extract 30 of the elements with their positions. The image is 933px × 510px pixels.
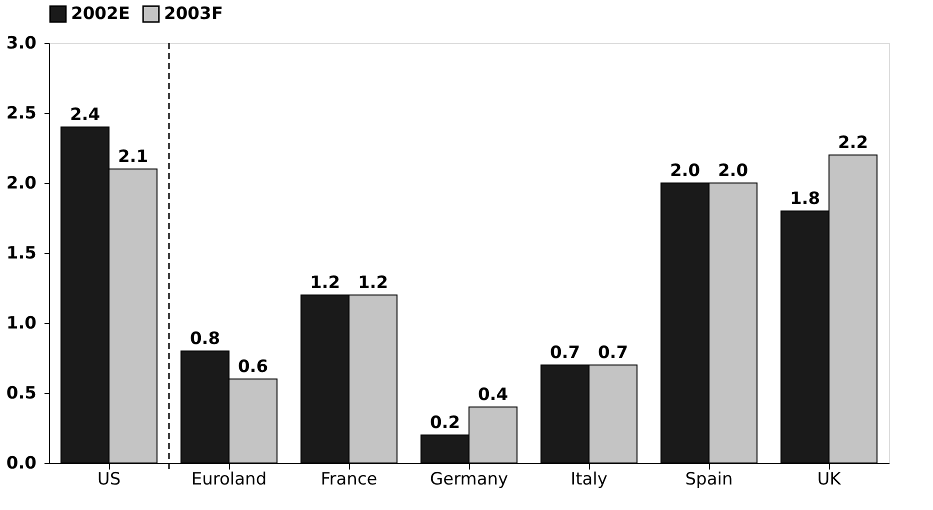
data-label: 1.8 (790, 189, 820, 209)
x-tick-label: Euroland (191, 470, 267, 490)
data-label: 2.1 (118, 147, 148, 167)
y-tick-label: 0.5 (6, 384, 36, 404)
data-label: 0.7 (550, 343, 580, 363)
data-label: 0.2 (430, 413, 460, 433)
y-tick-label: 2.0 (6, 174, 37, 194)
y-tick-label: 0.0 (6, 454, 37, 474)
data-label: 2.0 (718, 161, 748, 181)
x-tick-label: Spain (685, 470, 733, 490)
data-label: 0.7 (598, 343, 628, 363)
data-label: 1.2 (310, 273, 340, 293)
data-label: 0.8 (190, 329, 220, 349)
data-label: 2.2 (838, 133, 868, 153)
legend-label: 2002E (71, 4, 130, 24)
y-tick-label: 3.0 (6, 34, 37, 54)
data-label: 0.4 (478, 385, 508, 405)
x-tick-label: UK (817, 470, 842, 490)
data-label: 2.4 (70, 105, 100, 125)
y-tick-label: 2.5 (6, 104, 36, 124)
data-label: 0.6 (238, 357, 268, 377)
x-tick-label: France (320, 470, 378, 490)
data-label: 1.2 (358, 273, 388, 293)
x-tick-label: US (97, 470, 121, 490)
y-tick-label: 1.5 (6, 244, 36, 264)
y-tick-label: 1.0 (6, 314, 37, 334)
x-tick-label: Italy (570, 470, 608, 490)
legend-label: 2003F (164, 4, 223, 24)
x-tick-label: Germany (430, 470, 508, 490)
data-label: 2.0 (670, 161, 700, 181)
